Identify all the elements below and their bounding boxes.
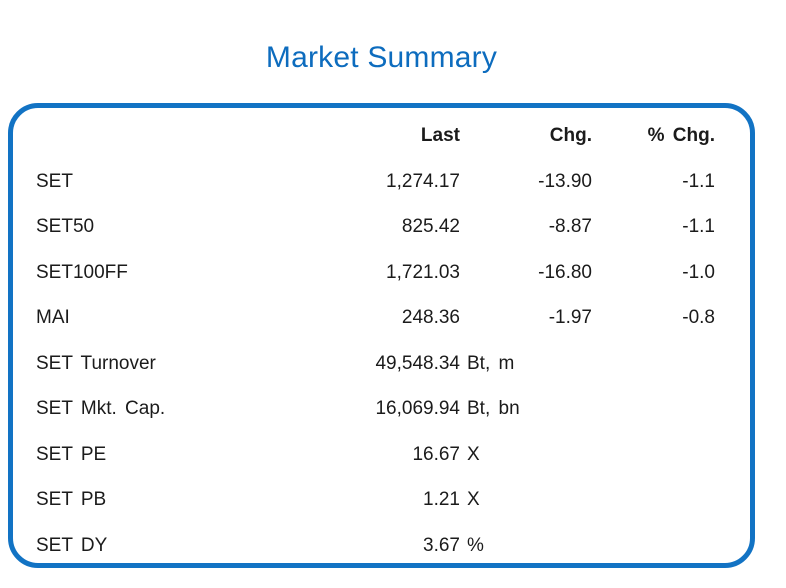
row-label: SET PB [36, 489, 107, 511]
unit-label: X [467, 489, 480, 511]
chg-value: -16.80 [538, 261, 592, 283]
last-value: 1,721.03 [386, 261, 460, 283]
row-label: SET PE [36, 443, 107, 465]
last-value: 16.67 [412, 443, 460, 465]
pct-chg-value: -1.1 [682, 170, 715, 192]
market-summary-card: Last Chg. % Chg. SET 1,274.17 -13.90 -1.1 SE… [8, 103, 755, 568]
table-body: SET 1,274.17 -13.90 -1.1 SET50 825.42 -8.87 -1.… [36, 159, 715, 563]
row-label: SET [36, 170, 73, 192]
row-label: MAI [36, 307, 70, 329]
unit-label: Bt, bn [467, 398, 520, 420]
pct-chg-value: -0.8 [682, 307, 715, 329]
unit-label: Bt, m [467, 352, 515, 374]
chg-value: -1.97 [548, 307, 592, 329]
table-row: SET50 825.42 -8.87 -1.1 [36, 205, 715, 251]
last-value: 1,274.17 [386, 170, 460, 192]
table-row: SET DY 3.67% [36, 523, 715, 563]
last-value: 16,069.94 [375, 398, 460, 420]
last-value: 1.21 [423, 489, 460, 511]
unit-label: % [467, 534, 484, 556]
table-row: SET PB 1.21 X [36, 478, 715, 524]
table-row: MAI 248.36 -1.97 -0.8 [36, 296, 715, 342]
last-value: 3.67 [423, 534, 460, 556]
last-value: 248.36 [401, 307, 460, 329]
last-value: 825.42 [401, 216, 460, 238]
last-value: 49,548.34 [375, 352, 460, 374]
row-label: SET Mkt. Cap. [36, 398, 166, 420]
row-label: SET50 [36, 216, 95, 238]
table-row: SET PE 16.67 X [36, 432, 715, 478]
column-header-pct-chg: % Chg. [647, 125, 715, 146]
chg-value: -8.87 [548, 216, 592, 238]
row-label: SET DY [36, 534, 108, 556]
row-label: SET100FF [36, 261, 128, 283]
table-row: SET Mkt. Cap. 16,069.94 Bt, bn [36, 387, 715, 433]
table-row: SET100FF 1,721.03 -16.80 -1.0 [36, 250, 715, 296]
row-label: SET Turnover [36, 352, 156, 374]
pct-chg-value: -1.1 [682, 216, 715, 238]
table-row: SET 1,274.17 -13.90 -1.1 [36, 159, 715, 205]
column-header-last: Last [420, 125, 460, 146]
chg-value: -13.90 [538, 170, 592, 192]
column-header-chg: Chg. [549, 125, 592, 146]
table-header-row: Last Chg. % Chg. [36, 113, 715, 159]
unit-label: X [467, 443, 480, 465]
page-title: Market Summary [265, 41, 498, 74]
pct-chg-value: -1.0 [682, 261, 715, 283]
table-row: SET Turnover 49,548.34 Bt, m [36, 341, 715, 387]
